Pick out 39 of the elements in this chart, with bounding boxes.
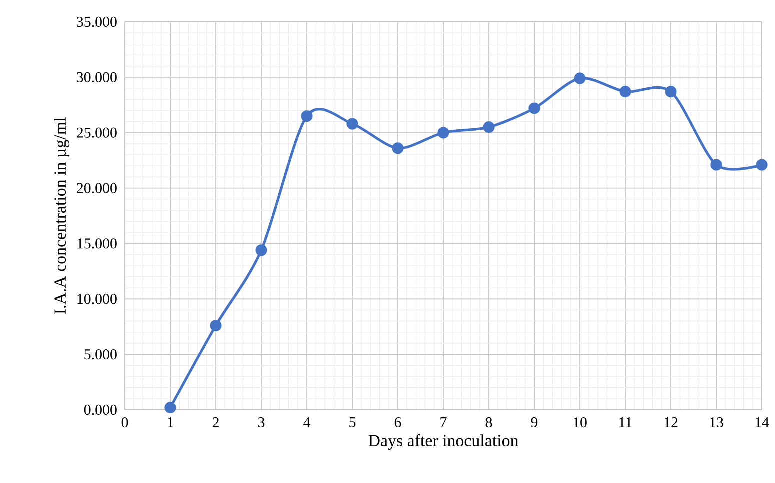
y-tick-label: 0.000 — [84, 404, 117, 416]
x-axis-title: Days after inoculation — [368, 434, 519, 450]
point — [346, 118, 358, 130]
point — [665, 86, 677, 98]
x-tick-label: 0 — [122, 418, 128, 428]
point — [164, 402, 176, 414]
y-axis-title: I.A.A concentration in µg/ml — [54, 118, 70, 314]
point — [756, 159, 768, 171]
point — [210, 320, 222, 332]
x-tick-label: 3 — [258, 418, 265, 428]
point — [392, 142, 404, 154]
x-tick-label: 13 — [710, 418, 724, 428]
point — [574, 72, 586, 84]
y-tick-label: 15.000 — [78, 238, 117, 249]
point — [438, 127, 450, 139]
x-tick-label: 14 — [756, 418, 770, 428]
x-tick-label: 1 — [168, 418, 174, 428]
y-tick-label: 35.000 — [77, 16, 117, 28]
y-tick-label: 20.000 — [77, 183, 117, 194]
x-tick-label: 7 — [440, 418, 447, 428]
y-tick-label: 5.000 — [84, 349, 117, 360]
x-tick-label: 4 — [304, 418, 310, 428]
x-tick-label: 11 — [620, 418, 632, 428]
y-tick-label: 25.000 — [77, 128, 117, 138]
point — [528, 102, 540, 114]
point — [483, 122, 495, 134]
x-tick-label: 10 — [574, 418, 587, 428]
point — [256, 244, 268, 256]
y-tick-label: 10.000 — [78, 294, 117, 304]
x-tick-label: 9 — [531, 418, 538, 428]
x-tick-label: 2 — [212, 418, 219, 428]
x-tick-label: 8 — [486, 418, 492, 428]
x-tick-label: 5 — [350, 418, 356, 428]
x-tick-label: 12 — [664, 418, 678, 428]
y-tick-label: 30.000 — [77, 72, 117, 83]
point — [301, 110, 313, 122]
point — [710, 159, 722, 171]
point — [620, 86, 632, 98]
x-tick-label: 6 — [394, 418, 402, 428]
